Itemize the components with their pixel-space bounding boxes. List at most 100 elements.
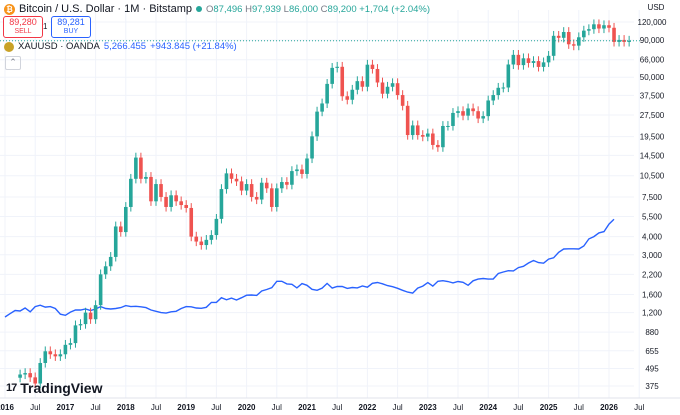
overlay-legend[interactable]: XAUUSD · OANDA 5,266.455 +943.845 (+21.8… [4, 41, 237, 52]
currency-label: USD [648, 3, 665, 12]
candle [124, 202, 128, 237]
candle-body [461, 111, 465, 116]
y-tick-label: 7,500 [642, 193, 663, 202]
candle [436, 140, 440, 152]
y-tick-label: 37,500 [640, 91, 665, 100]
candle [536, 56, 541, 72]
candle [189, 203, 194, 242]
candle-body [58, 354, 63, 357]
candle [521, 53, 526, 70]
symbol-title[interactable]: Bitcoin / U.S. Dollar · 1M · Bitstamp [19, 3, 192, 15]
price-axis[interactable]: 120,000 90,000 66,000 50,000 37,500 27,500 19,… [638, 3, 667, 391]
candle-body [275, 188, 279, 207]
y-tick-label: 5,500 [642, 213, 663, 222]
x-tick-label: 2023 [419, 403, 437, 412]
candle-body [149, 176, 153, 202]
candle [134, 152, 138, 184]
time-axis[interactable]: 2016 Jul 2017 Jul 2018 Jul 2019 Jul 2020 Jul 2021 J… [0, 403, 645, 412]
y-tick-label: 27,500 [640, 111, 665, 120]
symbol-header: ₿ Bitcoin / U.S. Dollar · 1M · Bitstamp … [4, 3, 430, 15]
x-tick-label: Jul [574, 403, 584, 412]
candle [179, 196, 183, 210]
candle [264, 177, 269, 193]
candle-body [209, 235, 214, 240]
candle [617, 35, 621, 47]
bitcoin-icon: ₿ [4, 3, 15, 15]
candle-body [385, 86, 390, 94]
candle-body [18, 374, 22, 378]
xauusd-line [4, 218, 615, 318]
candle [88, 307, 93, 324]
buy-button[interactable]: 89,281 BUY [51, 16, 91, 38]
candle-body [169, 195, 173, 207]
candle [395, 78, 400, 100]
candle-body [541, 62, 546, 67]
candle-body [415, 125, 420, 136]
candle-body [219, 189, 224, 219]
candle [73, 320, 78, 348]
candle-body [139, 157, 143, 179]
candle [144, 172, 148, 184]
candle-body [33, 377, 37, 384]
sell-price: 89,280 [9, 17, 37, 27]
tradingview-logo-icon: 17 [6, 382, 17, 394]
chevron-up-icon[interactable]: ⌃ [5, 56, 21, 70]
candle [325, 79, 329, 109]
candle [335, 61, 339, 73]
candle [113, 221, 118, 262]
candle-body [254, 196, 259, 200]
candle-body [561, 32, 566, 38]
candle-body [264, 182, 269, 189]
candle [380, 77, 385, 99]
candle [571, 39, 576, 51]
candle-body [83, 312, 88, 325]
candle-body [48, 351, 53, 355]
sell-button[interactable]: 89,280 SELL [3, 16, 43, 38]
candle-body [556, 35, 561, 38]
y-tick-label: 655 [645, 347, 659, 356]
candle-body [78, 324, 83, 326]
x-tick-label: 2016 [0, 403, 14, 412]
candle-body [239, 181, 244, 191]
candle-body [330, 67, 334, 84]
candle-body [536, 61, 541, 67]
x-tick-label: Jul [151, 403, 161, 412]
x-tick-label: Jul [634, 403, 644, 412]
candle-body [340, 66, 345, 97]
candle-body [159, 184, 163, 197]
x-tick-label: 2026 [600, 403, 618, 412]
y-tick-label: 2,200 [642, 270, 663, 279]
candle-body [300, 169, 304, 174]
x-tick-label: 2024 [479, 403, 497, 412]
y-tick-label: 1,200 [642, 309, 663, 318]
candle-body [607, 25, 611, 28]
overlay-name: XAUUSD · OANDA [18, 41, 100, 52]
candle-body [224, 173, 229, 190]
candle-body [481, 116, 485, 119]
y-tick-label: 120,000 [638, 18, 667, 27]
y-tick-label: 66,000 [640, 56, 665, 65]
candle [587, 24, 591, 36]
candle [420, 130, 425, 142]
candle-body [592, 24, 596, 30]
overlay-change: +943.845 (+21.84%) [150, 41, 237, 52]
candle [400, 90, 405, 111]
candle-body [566, 32, 571, 45]
candle-body [546, 55, 551, 63]
candle-body [451, 112, 455, 126]
candle-body [360, 81, 365, 87]
candle-body [466, 108, 470, 116]
candle-body [627, 40, 631, 42]
candle-body [597, 24, 601, 29]
x-tick-label: 2019 [177, 403, 195, 412]
candle-body [244, 184, 249, 191]
candle-body [290, 171, 294, 185]
candle-body [511, 54, 516, 65]
candle [511, 49, 516, 70]
candle-body [199, 241, 204, 246]
candle-body [28, 373, 32, 378]
candle-body [320, 103, 324, 112]
candle [249, 179, 254, 202]
candle [320, 98, 324, 117]
